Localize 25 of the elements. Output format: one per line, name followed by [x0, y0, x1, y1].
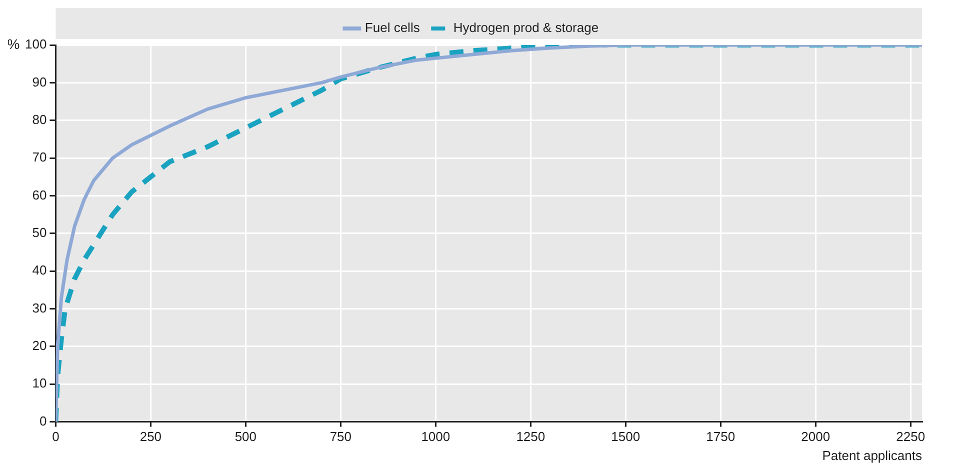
- y-tick-label: 60: [32, 187, 47, 202]
- legend-label: Fuel cells: [364, 20, 420, 36]
- y-tick-label: 90: [32, 74, 47, 90]
- y-tick-label: 70: [32, 150, 47, 165]
- y-tick-label: 100: [24, 36, 47, 52]
- y-tick-label: 20: [32, 338, 47, 354]
- x-tick-label: 2000: [801, 429, 830, 444]
- x-tick-label: 0: [52, 429, 60, 444]
- y-tick-label: 10: [32, 376, 47, 391]
- legend-label: Hydrogen prod & storage: [453, 20, 599, 36]
- y-axis-title: %: [7, 36, 20, 52]
- x-tick-label: 2250: [896, 429, 926, 444]
- y-tick-label: 40: [32, 262, 47, 278]
- x-tick-label: 1500: [611, 429, 640, 444]
- y-tick-label: 30: [32, 300, 47, 316]
- x-axis-title: Patent applicants: [822, 448, 922, 463]
- x-tick-label: 1750: [706, 429, 736, 444]
- y-tick-label: 80: [32, 112, 47, 127]
- x-tick-label: 250: [140, 429, 162, 444]
- y-tick-label: 0: [39, 413, 47, 428]
- x-tick-label: 1250: [516, 429, 546, 444]
- x-tick-label: 750: [330, 429, 352, 444]
- x-tick-label: 500: [234, 429, 257, 444]
- y-tick-label: 50: [32, 224, 47, 240]
- x-tick-label: 1000: [421, 429, 450, 444]
